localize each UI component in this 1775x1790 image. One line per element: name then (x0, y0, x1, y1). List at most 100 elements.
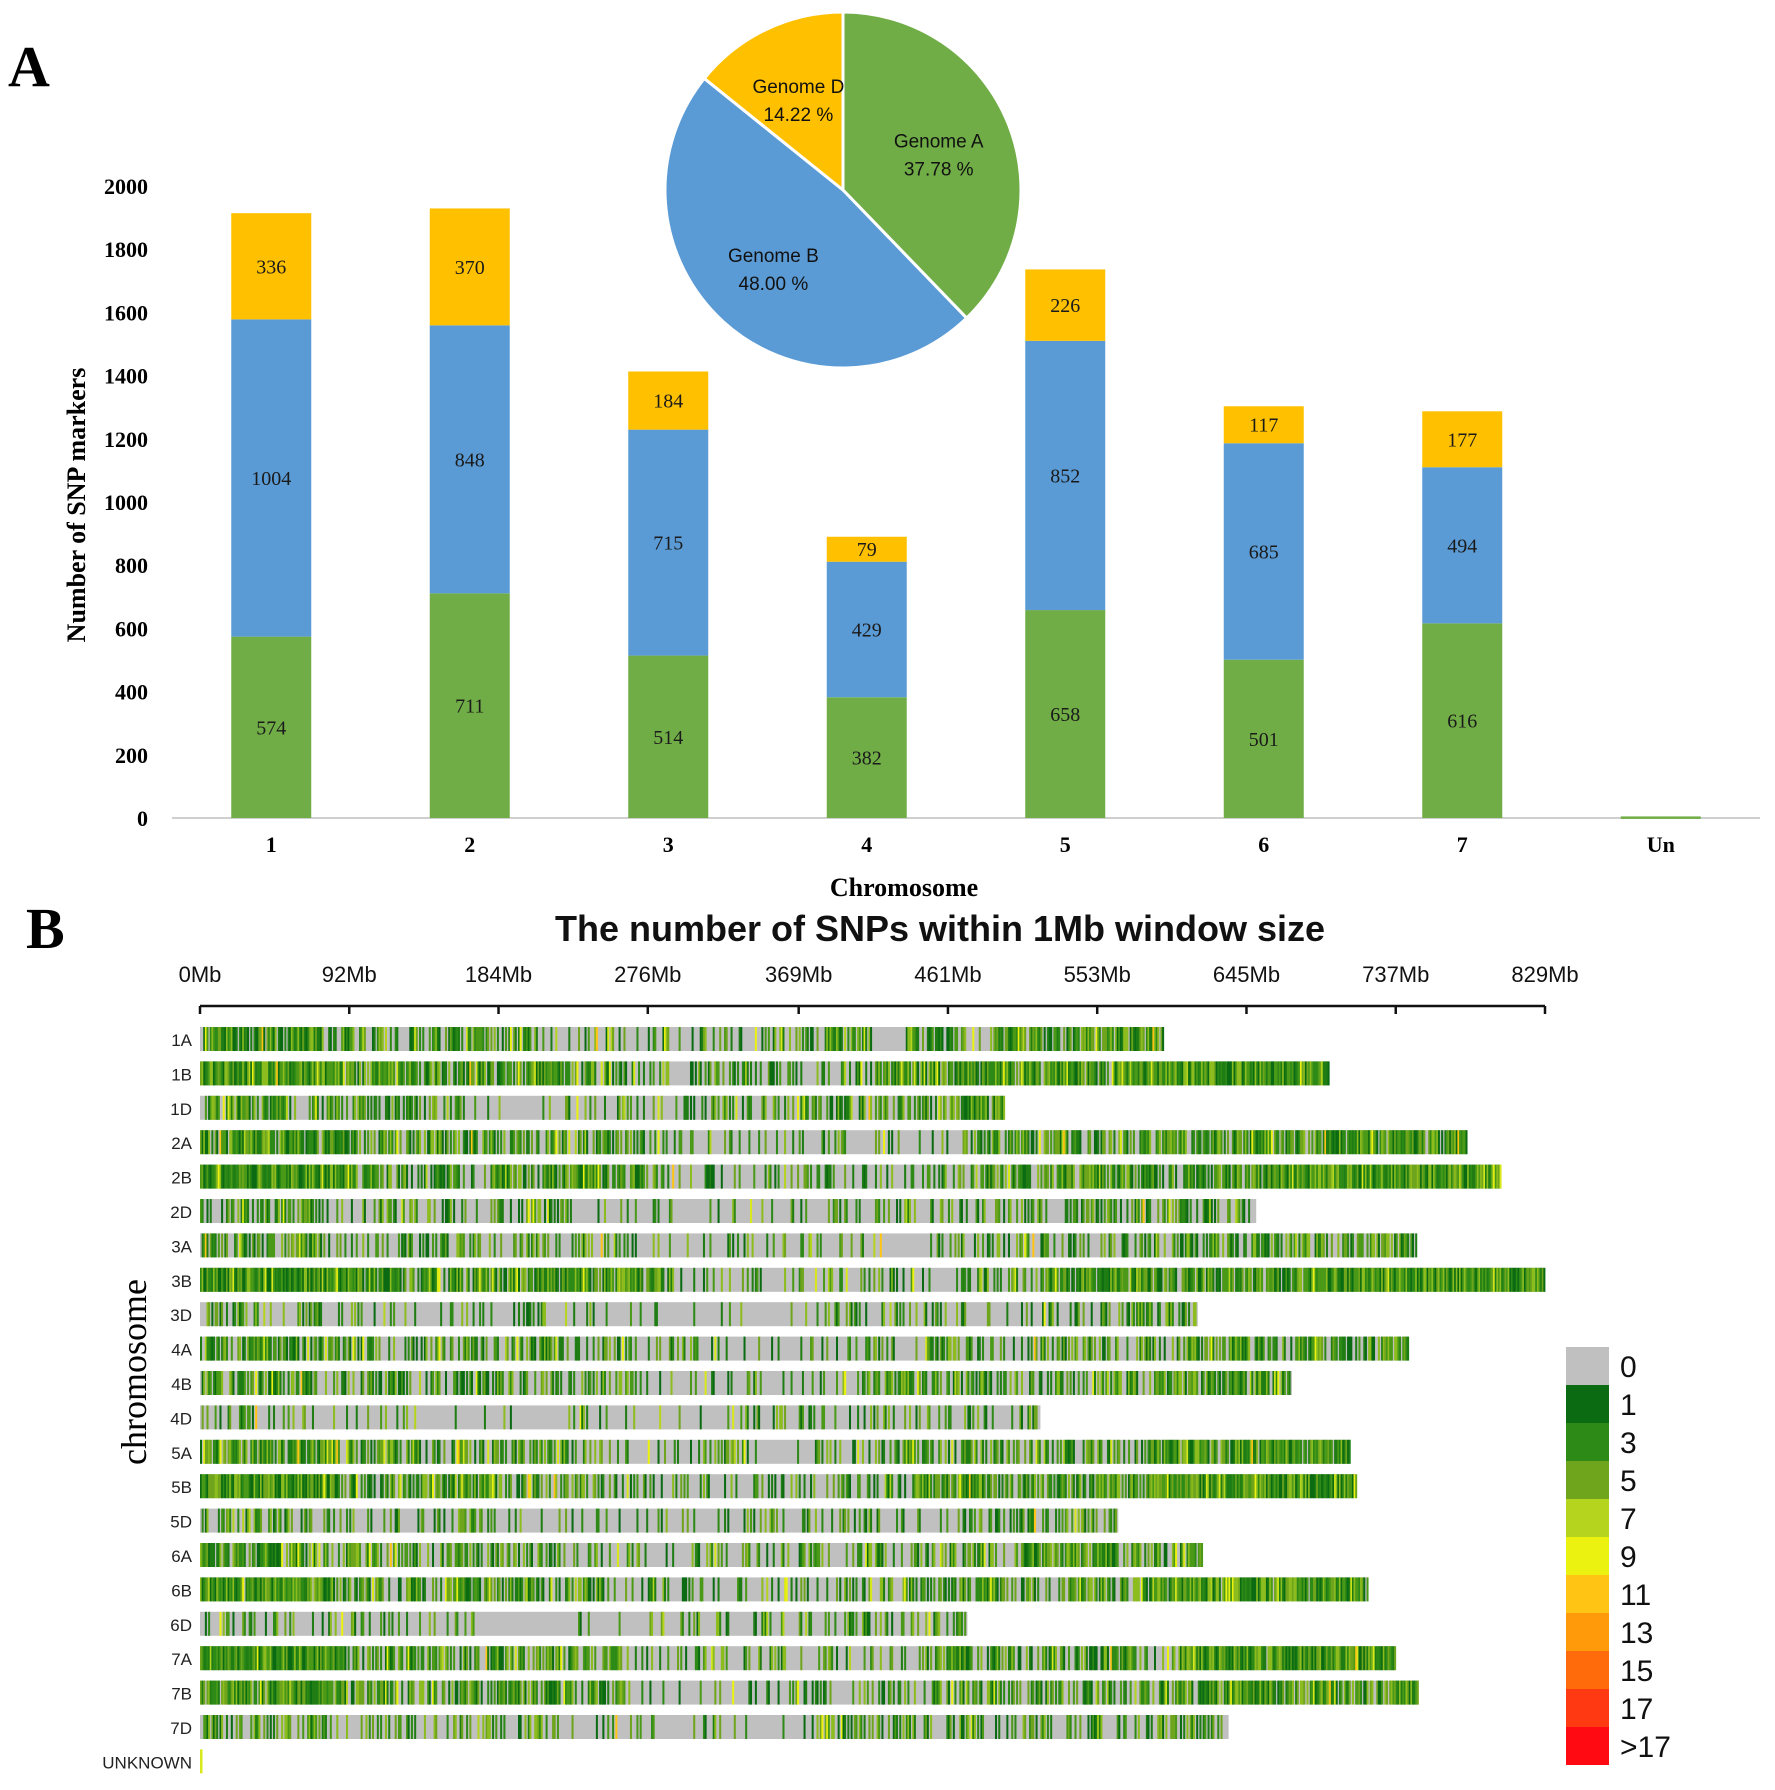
snp-bin (386, 1199, 389, 1223)
snp-bin (998, 1233, 1001, 1258)
snp-bin (1347, 1233, 1350, 1258)
snp-bin (1191, 1164, 1194, 1189)
snp-bin (915, 1061, 918, 1086)
snp-bin (844, 1164, 847, 1189)
snp-bin (1316, 1061, 1319, 1086)
snp-bin (1395, 1336, 1398, 1361)
snp-bin (574, 1061, 577, 1086)
snp-bin (1004, 1130, 1007, 1155)
snp-bin (602, 1336, 605, 1361)
snp-bin (302, 1061, 305, 1086)
snp-bin (587, 1061, 590, 1086)
snp-bin (868, 1027, 871, 1051)
snp-bin (409, 1267, 412, 1292)
snp-bin (1106, 1061, 1109, 1086)
snp-bin (1033, 1061, 1036, 1086)
snp-bin (1220, 1130, 1223, 1155)
snp-bin (1046, 1061, 1049, 1086)
snp-bin (1035, 1336, 1038, 1361)
snp-bin (307, 1199, 310, 1223)
snp-bin (1147, 1199, 1150, 1223)
snp-bin (362, 1336, 365, 1361)
chromosome-label: 5A (171, 1444, 192, 1463)
snp-bin (347, 1130, 350, 1155)
snp-bin (1395, 1130, 1398, 1155)
snp-bin (503, 1061, 506, 1086)
snp-bin (203, 1164, 206, 1189)
snp-bin (894, 1061, 897, 1086)
snp-bin (1462, 1130, 1465, 1155)
snp-bin (1337, 1267, 1340, 1292)
snp-bin (255, 1164, 258, 1189)
snp-bin (487, 1061, 490, 1086)
snp-bin (1136, 1027, 1139, 1051)
snp-bin (1189, 1267, 1192, 1292)
snp-bin (678, 1130, 681, 1155)
snp-bin (1316, 1336, 1319, 1361)
snp-bin (456, 1439, 459, 1464)
snp-bin (362, 1199, 365, 1223)
snp-bin (346, 1439, 349, 1464)
snp-bin (255, 1405, 258, 1430)
snp-bin (423, 1095, 426, 1120)
snp-bin (1056, 1336, 1059, 1361)
snp-bin (260, 1371, 263, 1395)
snp-bin (329, 1164, 332, 1189)
snp-bin (1330, 1336, 1333, 1361)
snp-bin (470, 1130, 473, 1155)
snp-bin (341, 1199, 344, 1223)
snp-bin (1080, 1027, 1084, 1051)
snp-bin (1191, 1130, 1194, 1155)
snp-bin (1072, 1061, 1075, 1086)
snp-bin (287, 1474, 290, 1499)
snp-bin (1168, 1164, 1171, 1189)
snp-bin (568, 1130, 571, 1155)
snp-bin (1009, 1130, 1012, 1155)
snp-bin (1113, 1439, 1116, 1464)
snp-bin (490, 1130, 493, 1155)
snp-bin (689, 1130, 692, 1155)
snp-bin (217, 1336, 220, 1361)
snp-bin (612, 1027, 615, 1051)
snp-bin (266, 1027, 269, 1051)
snp-bin (370, 1474, 373, 1499)
snp-bin (1103, 1267, 1106, 1292)
snp-bin (810, 1164, 813, 1189)
snp-bin (938, 1405, 941, 1430)
snp-bin (1267, 1371, 1270, 1395)
snp-bin (1063, 1130, 1066, 1155)
snp-bin (548, 1267, 551, 1292)
snp-bin (1042, 1336, 1045, 1361)
snp-bin (503, 1405, 506, 1430)
snp-bin (216, 1061, 219, 1086)
snp-bin (850, 1233, 853, 1258)
snp-bin (300, 1061, 303, 1086)
snp-bin (410, 1027, 413, 1051)
snp-bin (1301, 1164, 1304, 1189)
snp-bin (454, 1267, 457, 1292)
snp-bin (921, 1439, 925, 1464)
snp-bin (298, 1061, 301, 1086)
snp-bin (587, 1371, 590, 1395)
snp-bin (1048, 1061, 1051, 1086)
snp-bin (1340, 1164, 1343, 1189)
snp-bin (552, 1130, 555, 1155)
snp-bin (1105, 1267, 1108, 1292)
snp-bin (1293, 1164, 1296, 1189)
snp-bin (689, 1061, 692, 1086)
snp-bin (268, 1061, 271, 1086)
snp-bin (578, 1336, 581, 1361)
snp-bin (438, 1130, 441, 1155)
snp-bin (263, 1061, 266, 1086)
snp-bin (461, 1439, 464, 1464)
snp-bin (209, 1371, 212, 1395)
snp-bin (904, 1199, 907, 1223)
snp-bin (409, 1474, 412, 1499)
snp-bin (488, 1130, 491, 1155)
snp-bin (594, 1027, 597, 1051)
snp-bin (594, 1061, 597, 1086)
snp-bin (563, 1164, 566, 1189)
bar-segment (1422, 467, 1503, 624)
snp-bin (514, 1027, 517, 1051)
snp-bin (949, 1405, 952, 1430)
